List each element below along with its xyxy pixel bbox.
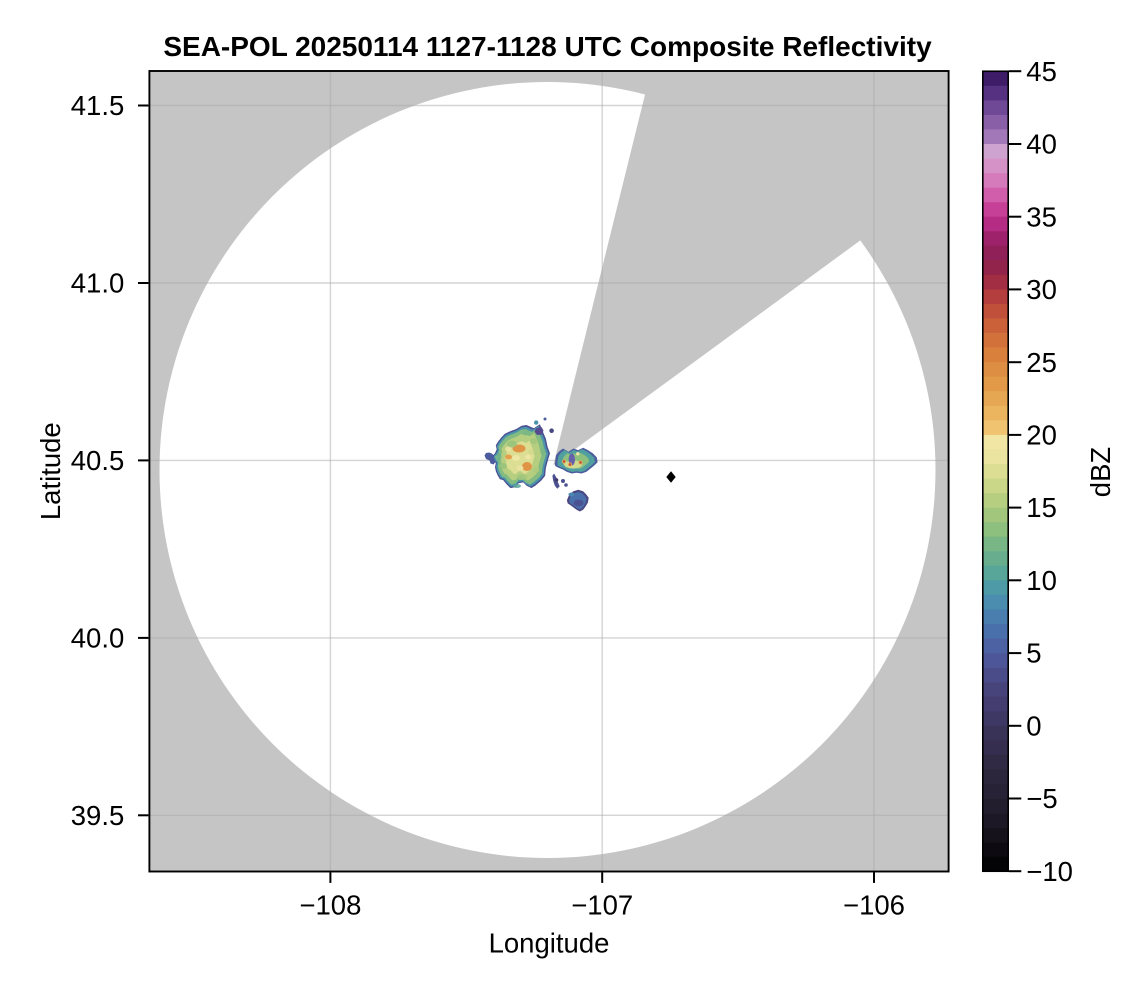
svg-text:−106: −106 xyxy=(843,890,905,921)
svg-text:25: 25 xyxy=(1026,347,1057,378)
svg-text:41.5: 41.5 xyxy=(71,90,125,121)
svg-text:SEA-POL 20250114 1127-1128 UTC: SEA-POL 20250114 1127-1128 UTC Composite… xyxy=(163,31,932,62)
svg-text:−108: −108 xyxy=(299,890,361,921)
svg-text:−10: −10 xyxy=(1026,856,1073,887)
svg-text:35: 35 xyxy=(1026,201,1057,232)
svg-text:dBZ: dBZ xyxy=(1085,447,1116,497)
svg-text:−5: −5 xyxy=(1026,783,1057,814)
svg-text:Latitude: Latitude xyxy=(35,422,66,520)
svg-text:40: 40 xyxy=(1026,129,1057,160)
svg-text:20: 20 xyxy=(1026,420,1057,451)
svg-text:5: 5 xyxy=(1026,638,1041,669)
svg-text:Longitude: Longitude xyxy=(489,928,610,959)
svg-text:0: 0 xyxy=(1026,710,1041,741)
svg-text:45: 45 xyxy=(1026,56,1057,87)
svg-text:39.5: 39.5 xyxy=(71,800,125,831)
svg-text:41.0: 41.0 xyxy=(71,268,125,299)
svg-text:30: 30 xyxy=(1026,274,1057,305)
svg-text:40.5: 40.5 xyxy=(71,445,125,476)
svg-text:40.0: 40.0 xyxy=(71,623,125,654)
svg-text:−107: −107 xyxy=(571,890,633,921)
svg-text:10: 10 xyxy=(1026,565,1057,596)
svg-text:15: 15 xyxy=(1026,492,1057,523)
